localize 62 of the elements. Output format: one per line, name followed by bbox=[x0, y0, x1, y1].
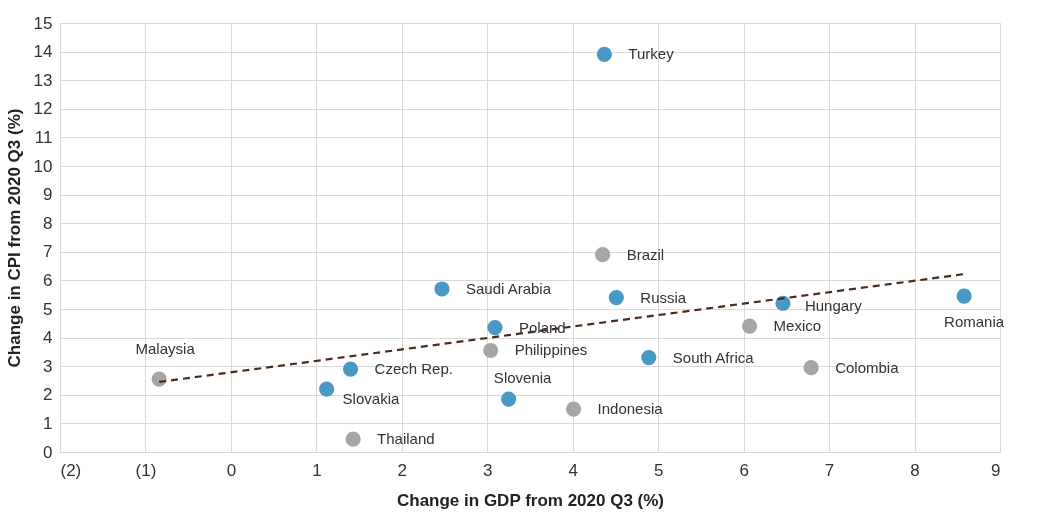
y-tick-label: 10 bbox=[33, 156, 53, 176]
x-axis-title: Change in GDP from 2020 Q3 (%) bbox=[396, 490, 665, 510]
y-tick-label: 2 bbox=[43, 385, 53, 405]
data-label: Czech Rep. bbox=[374, 360, 453, 378]
data-label: Thailand bbox=[377, 430, 435, 448]
x-tick-label: 1 bbox=[312, 460, 322, 480]
y-tick-label: 13 bbox=[33, 70, 53, 90]
x-tick-label: 8 bbox=[910, 460, 920, 480]
point bbox=[501, 391, 517, 407]
y-tick-label: 0 bbox=[43, 442, 53, 462]
point bbox=[608, 289, 624, 306]
y-tick-label: 3 bbox=[43, 356, 53, 376]
x-tick-label: 6 bbox=[739, 460, 749, 480]
y-tick-label: 11 bbox=[34, 127, 53, 147]
x-tick-label: 0 bbox=[226, 460, 237, 480]
x-tick-label: (1) bbox=[135, 460, 157, 480]
point bbox=[566, 401, 582, 417]
y-tick-label: 14 bbox=[33, 42, 53, 62]
point bbox=[345, 431, 361, 447]
point bbox=[342, 361, 359, 377]
data-label: Mexico bbox=[773, 317, 822, 335]
x-tick-label: 9 bbox=[991, 460, 1001, 480]
data-label: Hungary bbox=[804, 297, 863, 315]
data-label: South Africa bbox=[672, 348, 755, 366]
y-tick-label: 6 bbox=[43, 270, 53, 290]
x-tick-label: 7 bbox=[824, 460, 835, 480]
data-label: Brazil bbox=[626, 245, 665, 263]
y-axis-title: Change in CPI from 2020 Q3 (%) bbox=[4, 108, 24, 368]
data-label: Turkey bbox=[628, 45, 675, 63]
y-tick-label: 8 bbox=[43, 213, 53, 233]
y-tick-label: 4 bbox=[43, 328, 53, 348]
x-tick-label: 2 bbox=[397, 460, 408, 480]
point bbox=[319, 381, 335, 397]
point bbox=[803, 360, 819, 376]
point bbox=[595, 247, 611, 263]
point bbox=[434, 281, 450, 297]
y-tick-label: 9 bbox=[43, 185, 53, 205]
point bbox=[487, 320, 503, 336]
point bbox=[483, 342, 499, 359]
point bbox=[956, 288, 972, 304]
y-tick-label: 15 bbox=[33, 13, 53, 33]
point bbox=[596, 46, 612, 63]
y-tick-label: 5 bbox=[43, 299, 53, 319]
point bbox=[641, 350, 657, 366]
data-label: Indonesia bbox=[597, 400, 664, 418]
data-label: Malaysia bbox=[135, 340, 196, 358]
y-tick-label: 7 bbox=[43, 242, 53, 262]
data-label: Russia bbox=[640, 288, 687, 306]
data-label: Slovakia bbox=[342, 390, 400, 408]
x-tick-label: 3 bbox=[483, 460, 493, 480]
data-label: Saudi Arabia bbox=[465, 279, 552, 297]
data-label: Slovenia bbox=[493, 369, 553, 387]
data-label: Poland bbox=[518, 318, 566, 336]
y-tick-label: 12 bbox=[33, 99, 53, 119]
data-label: Colombia bbox=[835, 358, 900, 376]
point bbox=[742, 318, 758, 334]
data-label: Philippines bbox=[514, 341, 588, 359]
data-label: Romania bbox=[944, 313, 1005, 331]
y-tick-label: 1 bbox=[43, 413, 53, 433]
x-tick-label: (2) bbox=[60, 460, 82, 480]
x-tick-label: 5 bbox=[653, 460, 664, 480]
x-tick-label: 4 bbox=[568, 460, 578, 480]
